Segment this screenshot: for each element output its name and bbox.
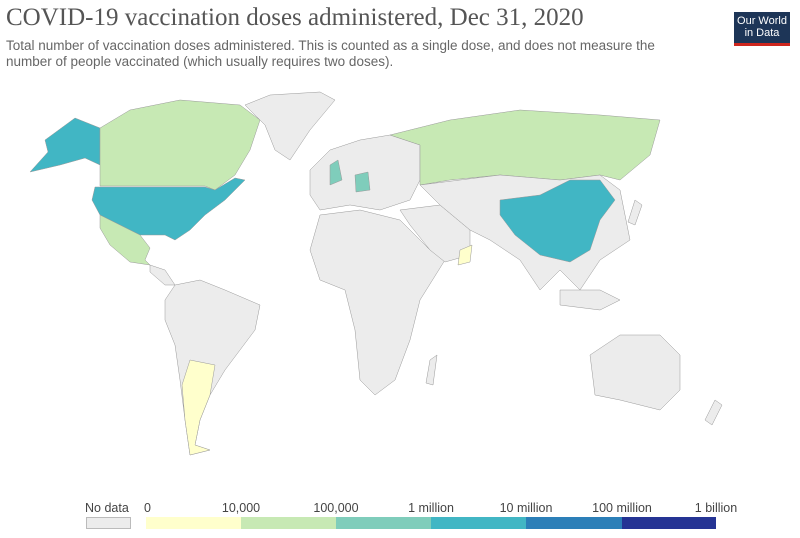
legend-band[interactable] bbox=[336, 517, 431, 529]
legend-no-data-label: No data bbox=[85, 501, 129, 515]
country-argentina[interactable]: Argentina bbox=[181, 359, 216, 456]
owid-logo[interactable]: Our World in Data bbox=[734, 12, 790, 46]
legend-tick-label: 1 million bbox=[408, 501, 454, 515]
legend-tick-label: 10,000 bbox=[221, 501, 261, 515]
legend-band[interactable] bbox=[431, 517, 526, 529]
legend-tick-label: 1 billion bbox=[694, 501, 738, 515]
legend-no-data-swatch bbox=[86, 517, 131, 529]
logo-text: Our World in Data bbox=[737, 15, 787, 39]
legend-band[interactable] bbox=[526, 517, 622, 529]
country-germany[interactable]: Germany bbox=[354, 171, 371, 193]
country-russia[interactable]: Russia bbox=[389, 109, 661, 186]
legend-tick-label: 0 bbox=[144, 501, 151, 515]
world-map: Greenland Alaska (United States)Canada Uni… bbox=[29, 91, 723, 456]
country-southeast-asia[interactable]: Southeast Asia bbox=[559, 289, 621, 311]
country-japan[interactable]: Japan bbox=[627, 199, 643, 226]
country-new-zealand[interactable]: New Zealand bbox=[704, 399, 723, 426]
legend-band[interactable] bbox=[146, 517, 241, 529]
legend-tick-label: 10 million bbox=[499, 501, 553, 515]
country-alaska-united-states[interactable]: Alaska (United States) bbox=[29, 117, 101, 173]
country-greenland[interactable]: Greenland bbox=[244, 91, 336, 161]
chart-title: COVID-19 vaccination doses administered,… bbox=[6, 4, 584, 31]
legend-tick-label: 100,000 bbox=[313, 501, 359, 515]
country-africa[interactable]: Africa bbox=[309, 209, 446, 396]
country-china[interactable]: China bbox=[499, 179, 616, 263]
country-oman[interactable]: Oman bbox=[457, 244, 473, 266]
country-united-kingdom[interactable]: United Kingdom bbox=[329, 159, 343, 186]
legend-band[interactable] bbox=[241, 517, 336, 529]
country-madagascar[interactable]: Madagascar bbox=[425, 354, 438, 386]
country-canada[interactable]: Canada bbox=[99, 99, 261, 191]
country-mexico[interactable]: Mexico bbox=[99, 214, 151, 266]
country-central-america[interactable]: Central America bbox=[149, 264, 176, 286]
legend-tick-label: 100 million bbox=[592, 501, 652, 515]
country-australia[interactable]: Australia bbox=[589, 334, 681, 411]
legend-band[interactable] bbox=[622, 517, 716, 529]
chart-subtitle: Total number of vaccination doses admini… bbox=[6, 38, 655, 69]
